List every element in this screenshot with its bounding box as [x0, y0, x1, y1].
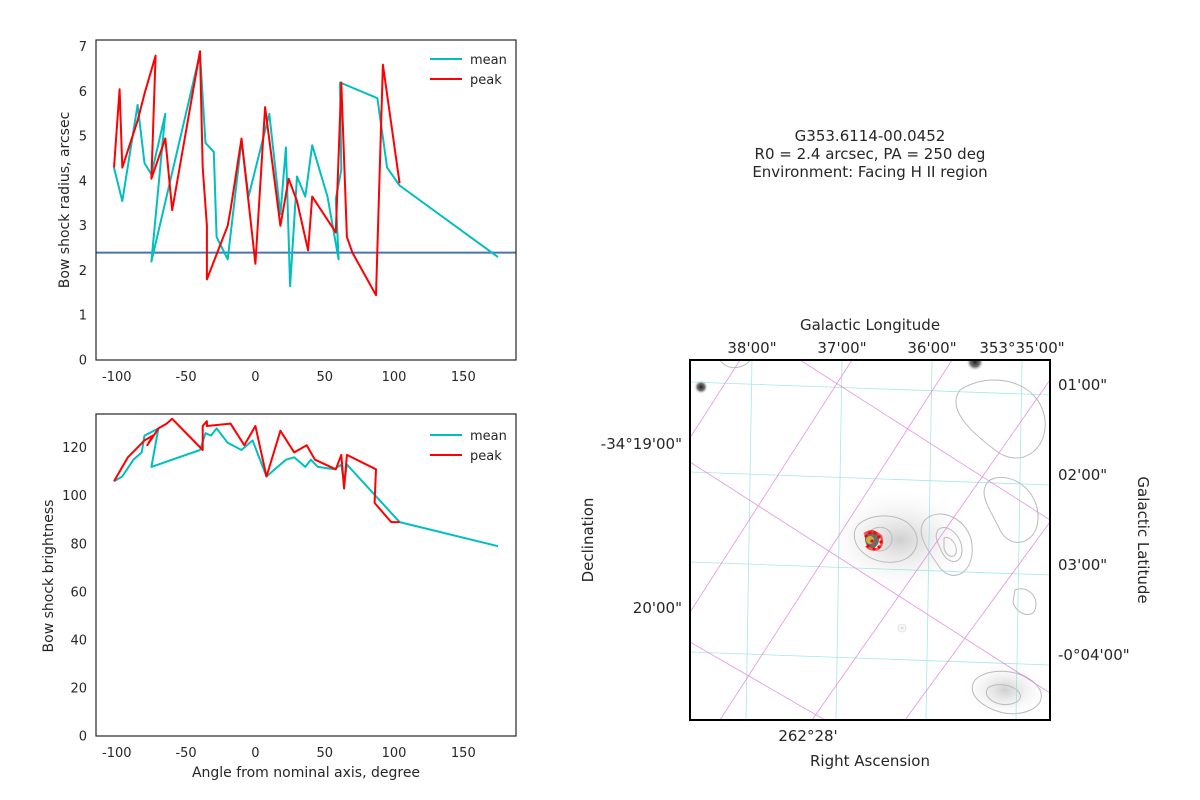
radius-ytick-label: 6 — [79, 85, 87, 100]
brightness-xtick-label: -100 — [102, 746, 132, 761]
field-star — [897, 623, 907, 633]
contour-lines — [719, 360, 1046, 715]
source-info: G353.6114-00.0452 R0 = 2.4 arcsec, PA = … — [752, 127, 987, 181]
legend-peak-label: peak — [470, 73, 502, 88]
right-ascension-tick: 262°28' — [778, 727, 837, 745]
galactic-longitude-tick: 36'00" — [907, 339, 956, 357]
sky-image: Galactic Longitude 38'00" 37'00" 36'00" … — [579, 316, 1152, 770]
diffuse-emission-corner — [960, 660, 1050, 720]
legend-peak-label: peak — [470, 449, 502, 464]
brightness-chart-xlabel: Angle from nominal axis, degree — [192, 765, 420, 781]
brightness-xtick-label: 100 — [382, 746, 407, 761]
bow-shock-points — [864, 531, 883, 551]
radius-xtick-label: 100 — [382, 370, 407, 385]
bow-shock-arc — [863, 530, 884, 551]
radius-ytick-label: 3 — [79, 219, 87, 234]
brightness-ytick-label: 120 — [62, 441, 87, 456]
radius-ytick-label: 1 — [79, 309, 87, 324]
brightness-ytick-label: 60 — [70, 585, 87, 600]
source-params: R0 = 2.4 arcsec, PA = 250 deg — [755, 145, 986, 163]
brightness-ytick-label: 80 — [70, 537, 87, 552]
brightness-ytick-label: 20 — [70, 681, 87, 696]
radius-ytick-label: 5 — [79, 130, 87, 145]
galactic-grid — [690, 360, 1050, 720]
legend-mean-label: mean — [470, 429, 507, 444]
brightness-ytick-label: 40 — [70, 633, 87, 648]
galactic-latitude-tick: 02'00" — [1058, 466, 1107, 484]
radius-chart-frame — [95, 39, 517, 361]
radius-xtick-label: -100 — [102, 370, 132, 385]
galactic-longitude-tick: 353°35'00" — [979, 339, 1064, 357]
radius-chart: -100 -50 0 50 100 150 0 1 2 3 4 5 6 7 Bow shock radiu… — [57, 39, 517, 385]
radius-chart-ylabel: Bow shock radius, arcsec — [57, 112, 73, 289]
brightness-xtick-label: 150 — [451, 746, 476, 761]
brightness-chart-frame — [95, 413, 517, 737]
declination-label: Declination — [579, 498, 597, 583]
declination-tick: -34°19'00" — [601, 435, 682, 453]
galactic-longitude-tick: 38'00" — [727, 339, 776, 357]
galactic-latitude-tick: 01'00" — [1058, 376, 1107, 394]
brightness-xtick-label: -50 — [175, 746, 196, 761]
radius-series-mean — [113, 52, 499, 288]
galactic-longitude-tick: 37'00" — [817, 339, 866, 357]
brightness-xtick-label: 50 — [316, 746, 333, 761]
right-ascension-label: Right Ascension — [810, 752, 930, 770]
radius-xtick-label: -50 — [175, 370, 196, 385]
brightness-series-peak — [113, 417, 400, 524]
field-star — [966, 360, 984, 371]
ra-dec-grid — [690, 360, 1050, 720]
sky-image-frame — [689, 359, 1051, 721]
brightness-xtick-label: 0 — [251, 746, 259, 761]
brightness-chart-legend: mean peak — [430, 429, 507, 464]
galactic-longitude-label: Galactic Longitude — [800, 316, 940, 334]
radius-series-peak — [113, 50, 401, 297]
brightness-ytick-label: 100 — [62, 489, 87, 504]
source-environment: Environment: Facing H II region — [752, 163, 987, 181]
radius-xtick-label: 150 — [451, 370, 476, 385]
radius-ytick-label: 4 — [79, 174, 87, 189]
galactic-latitude-tick: -0°04'00" — [1058, 646, 1130, 664]
brightness-chart: -100 -50 0 50 100 150 0 20 40 60 80 100 120 Bow shoc… — [41, 413, 517, 781]
declination-tick: 20'00" — [633, 599, 682, 617]
diffuse-emission — [820, 485, 980, 595]
brightness-ytick-label: 0 — [79, 730, 87, 745]
radius-xtick-label: 50 — [316, 370, 333, 385]
field-star — [694, 380, 708, 394]
brightness-chart-ylabel: Bow shock brightness — [41, 500, 57, 653]
radius-xtick-label: 0 — [251, 370, 259, 385]
source-name: G353.6114-00.0452 — [795, 127, 946, 145]
galactic-latitude-tick: 03'00" — [1058, 556, 1107, 574]
radius-ytick-label: 0 — [79, 354, 87, 369]
legend-mean-label: mean — [470, 53, 507, 68]
galactic-latitude-label: Galactic Latitude — [1134, 476, 1152, 603]
radius-chart-legend: mean peak — [430, 53, 507, 88]
radius-ytick-label: 7 — [79, 40, 87, 55]
radius-ytick-label: 2 — [79, 264, 87, 279]
brightness-series-mean — [113, 427, 499, 548]
